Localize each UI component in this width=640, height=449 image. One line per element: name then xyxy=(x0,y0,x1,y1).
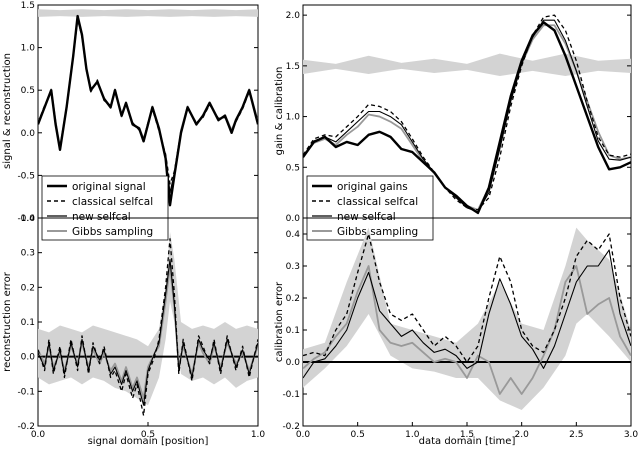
y-tick-label: 0.4 xyxy=(286,230,301,240)
panel-calib-error-ylabel: calibration error xyxy=(274,281,285,362)
panel-calib-error-yticks: -0.2 -0.1 0.0 0.1 0.2 0.3 0.4 xyxy=(282,230,631,432)
y-tick-label: 0.1 xyxy=(21,318,35,328)
panel-signal: -1.0 -0.5 0.0 0.5 1.0 1.5 signal & reconstruc… xyxy=(2,1,259,241)
series-classical-selfcal xyxy=(303,233,631,363)
x-tick-label: 2.5 xyxy=(569,430,583,440)
series-original-gains xyxy=(303,21,631,215)
y-tick-label: -1.0 xyxy=(17,214,35,224)
panel-recon-error-yticks: -0.2 -0.1 0.0 0.1 0.2 0.3 0.4 xyxy=(17,214,258,432)
y-tick-label: -0.1 xyxy=(282,390,300,400)
x-tick-label: 0.0 xyxy=(31,430,46,440)
y-tick-label: 2.0 xyxy=(286,11,301,21)
uncertainty-band xyxy=(38,9,258,17)
y-tick-label: 0.5 xyxy=(21,86,35,96)
y-tick-label: 1.0 xyxy=(21,44,36,54)
panel-gain-ylabel: gain & calibration xyxy=(274,67,285,156)
legend-gain-label-new: new selfcal xyxy=(337,211,396,223)
series-classical-selfcal xyxy=(303,14,631,211)
series-gibbs-sampling xyxy=(303,265,631,395)
panel-calib-error-series xyxy=(303,233,631,395)
panel-gain-series xyxy=(303,14,631,215)
y-tick-label: 0.0 xyxy=(21,129,36,139)
uncertainty-band xyxy=(303,53,631,76)
y-tick-label: 0.4 xyxy=(21,214,36,224)
panel-recon-error-xlabel: signal domain [position] xyxy=(88,436,209,447)
series-classical-selfcal xyxy=(38,17,258,185)
legend-gain: original gains classical selfcal new sel… xyxy=(306,175,434,241)
legend-gain-label-original: original gains xyxy=(337,181,408,193)
series-new-selfcal xyxy=(303,249,631,379)
y-tick-label: 0.0 xyxy=(286,214,301,224)
panel-calib-error-xticks: 0.0 0.5 1.0 1.5 2.0 2.5 3.0 xyxy=(296,422,639,440)
legend-signal-label-original: original signal xyxy=(72,181,146,193)
y-tick-label: 0.5 xyxy=(286,163,300,173)
panel-recon-error-band xyxy=(38,231,258,406)
x-tick-label: 1.5 xyxy=(460,430,474,440)
legend-signal-label-classical: classical selfcal xyxy=(72,196,153,208)
legend-gain-label-gibbs: Gibbs sampling xyxy=(337,226,418,238)
panel-calib-error-xlabel: data domain [time] xyxy=(419,436,516,447)
panel-signal-band xyxy=(38,9,258,17)
legend-signal-label-new: new selfcal xyxy=(72,211,131,223)
y-tick-label: 0.3 xyxy=(21,249,35,259)
legend-signal-box xyxy=(41,175,169,241)
panel-gain-band xyxy=(303,53,631,76)
uncertainty-band xyxy=(303,227,631,410)
series-new-selfcal xyxy=(303,19,631,213)
series-classical-selfcal xyxy=(38,238,258,417)
panel-recon-error-ylabel: reconstruction error xyxy=(2,271,13,372)
panel-recon-error: -0.2 -0.1 0.0 0.1 0.2 0.3 0.4 0.0 0.5 1.0 recons… xyxy=(2,214,265,447)
x-tick-label: 3.0 xyxy=(624,430,639,440)
panel-calib-error-band xyxy=(303,227,631,410)
x-tick-label: 1.0 xyxy=(405,430,420,440)
panel-gain: 0.0 0.5 1.0 1.5 2.0 gain & calibration origi… xyxy=(274,4,632,241)
y-tick-label: 1.0 xyxy=(286,113,301,123)
y-tick-label: 0.2 xyxy=(286,294,300,304)
legend-signal-label-gibbs: Gibbs sampling xyxy=(72,226,153,238)
y-tick-label: -0.1 xyxy=(17,387,35,397)
y-tick-label: -0.2 xyxy=(17,422,35,432)
legend-signal: original signal classical selfcal new se… xyxy=(41,175,169,241)
y-tick-label: 0.2 xyxy=(21,283,35,293)
y-tick-label: 1.5 xyxy=(286,62,300,72)
panel-recon-error-series xyxy=(38,238,258,417)
x-tick-label: 2.0 xyxy=(515,430,530,440)
legend-gain-label-classical: classical selfcal xyxy=(337,196,418,208)
uncertainty-band xyxy=(38,231,258,406)
y-tick-label: 0.0 xyxy=(286,358,301,368)
panel-signal-yticks: -1.0 -0.5 0.0 0.5 1.0 1.5 xyxy=(17,1,258,224)
y-tick-label: 0.3 xyxy=(286,262,300,272)
panel-recon-error-xticks: 0.0 0.5 1.0 xyxy=(31,422,266,440)
panel-signal-ylabel: signal & reconstruction xyxy=(2,53,13,169)
x-tick-label: 0.0 xyxy=(296,430,311,440)
x-tick-label: 0.5 xyxy=(141,430,155,440)
panel-calib-error: -0.2 -0.1 0.0 0.1 0.2 0.3 0.4 0.0 0.5 1.0 1.5 2.0 2… xyxy=(274,217,639,447)
y-tick-label: 0.0 xyxy=(21,353,36,363)
y-tick-label: 1.5 xyxy=(21,1,35,11)
x-tick-label: 1.0 xyxy=(251,430,266,440)
y-tick-label: 0.1 xyxy=(286,326,300,336)
x-tick-label: 0.5 xyxy=(351,430,365,440)
y-tick-label: -0.2 xyxy=(282,422,300,432)
panel-signal-series xyxy=(38,14,258,207)
y-tick-label: -0.5 xyxy=(17,171,35,181)
